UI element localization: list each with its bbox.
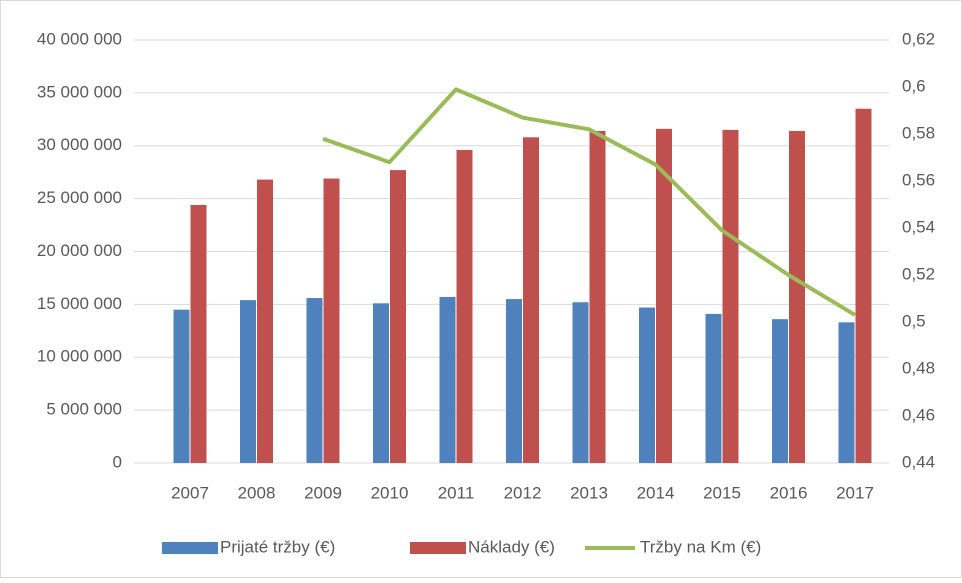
y2-tick-label: 0,46 — [902, 405, 935, 424]
y2-tick-label: 0,5 — [902, 311, 926, 330]
bar — [390, 170, 406, 463]
bar — [240, 300, 256, 463]
bar — [506, 299, 522, 463]
x-tick-label: 2015 — [703, 483, 741, 502]
bar — [789, 130, 805, 463]
bar — [173, 309, 190, 463]
bar — [190, 204, 207, 463]
x-tick-label: 2016 — [770, 483, 808, 502]
y-tick-label: 40 000 000 — [37, 29, 122, 48]
y2-tick-label: 0,62 — [902, 29, 935, 48]
bar — [323, 178, 340, 463]
bar — [772, 319, 788, 463]
y-tick-label: 30 000 000 — [37, 135, 122, 154]
y-tick-label: 20 000 000 — [37, 241, 122, 260]
y2-tick-label: 0,52 — [902, 264, 935, 283]
bar — [439, 296, 456, 463]
legend-swatch — [162, 542, 218, 554]
bar — [306, 298, 323, 463]
x-tick-label: 2008 — [238, 483, 276, 502]
y2-tick-label: 0,48 — [902, 358, 935, 377]
y2-tick-label: 0,44 — [902, 452, 935, 471]
line — [322, 87, 857, 317]
y-tick-label: 35 000 000 — [37, 82, 122, 101]
y2-tick-label: 0,56 — [902, 170, 935, 189]
y-tick-label: 10 000 000 — [37, 347, 122, 366]
x-tick-label: 2009 — [304, 483, 342, 502]
legend-label: Náklady (€) — [468, 537, 555, 556]
x-tick-label: 2013 — [570, 483, 608, 502]
y2-tick-label: 0,54 — [902, 217, 935, 236]
y-tick-label: 15 000 000 — [37, 294, 122, 313]
bar — [656, 128, 672, 463]
bar — [523, 137, 539, 464]
y-tick-label: 25 000 000 — [37, 188, 122, 207]
y-tick-label: 0 — [113, 452, 122, 471]
bar — [722, 129, 739, 463]
bar — [572, 302, 589, 463]
bar — [257, 179, 273, 463]
y2-tick-label: 0,58 — [902, 123, 935, 142]
legend-label: Prijaté tržby (€) — [220, 537, 335, 556]
x-tick-label: 2017 — [836, 483, 874, 502]
x-tick-label: 2011 — [438, 483, 475, 502]
legend-swatch — [410, 542, 466, 554]
bar — [456, 149, 473, 464]
x-tick-label: 2007 — [171, 483, 209, 502]
legend-label: Tržby na Km (€) — [640, 537, 761, 556]
y-tick-label: 5 000 000 — [46, 400, 122, 419]
bar — [705, 313, 722, 463]
x-tick-label: 2010 — [371, 483, 409, 502]
bar — [639, 307, 655, 463]
bar — [855, 108, 872, 464]
bar — [373, 303, 389, 463]
x-tick-label: 2014 — [637, 483, 675, 502]
bar — [589, 130, 606, 463]
x-tick-label: 2012 — [504, 483, 542, 502]
y2-tick-label: 0,6 — [902, 76, 926, 95]
bar — [838, 322, 855, 463]
